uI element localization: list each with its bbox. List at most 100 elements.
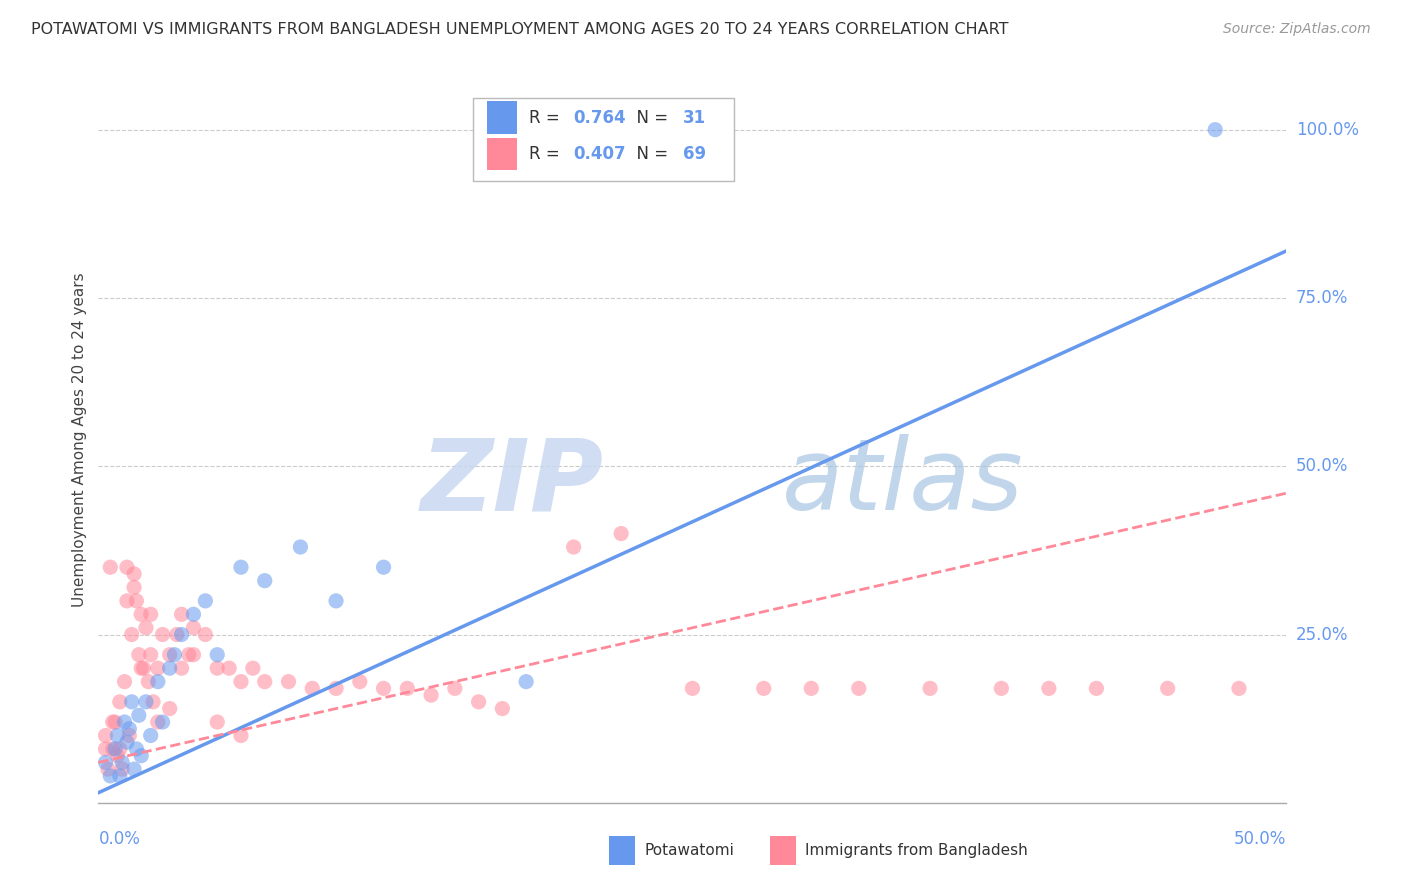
Point: [122, 762, 145, 776]
Point: [163, 648, 186, 662]
Point: [373, 681, 395, 696]
Point: [515, 674, 537, 689]
Point: [94, 756, 117, 770]
Point: [325, 594, 347, 608]
Point: [159, 648, 181, 662]
Point: [301, 681, 323, 696]
Point: [152, 627, 174, 641]
Point: [170, 661, 193, 675]
Point: [129, 748, 152, 763]
Point: [111, 762, 134, 776]
Point: [139, 648, 162, 662]
Point: [114, 674, 136, 689]
Bar: [609, 836, 636, 864]
Text: 100.0%: 100.0%: [1296, 120, 1360, 138]
Bar: [486, 137, 516, 170]
Point: [139, 729, 162, 743]
Point: [146, 714, 169, 729]
Point: [990, 681, 1012, 696]
Text: N =: N =: [626, 109, 673, 127]
Point: [1227, 681, 1250, 696]
Point: [108, 695, 131, 709]
Point: [207, 714, 229, 729]
Point: [1085, 681, 1108, 696]
Text: Immigrants from Bangladesh: Immigrants from Bangladesh: [806, 843, 1028, 857]
Point: [396, 681, 419, 696]
Point: [229, 729, 252, 743]
Point: [183, 621, 205, 635]
Point: [98, 560, 121, 574]
Point: [166, 627, 188, 641]
Point: [135, 621, 157, 635]
Point: [98, 769, 121, 783]
Bar: [769, 836, 796, 864]
Point: [125, 594, 148, 608]
Point: [122, 566, 145, 581]
Point: [115, 560, 138, 574]
Point: [325, 681, 347, 696]
Point: [111, 756, 134, 770]
Point: [373, 560, 395, 574]
Point: [136, 674, 159, 689]
Text: Source: ZipAtlas.com: Source: ZipAtlas.com: [1223, 22, 1371, 37]
Point: [129, 661, 152, 675]
Text: Potawatomi: Potawatomi: [645, 843, 735, 857]
Point: [125, 742, 148, 756]
Point: [107, 729, 129, 743]
Point: [920, 681, 942, 696]
Text: R =: R =: [529, 145, 564, 163]
Point: [170, 607, 193, 622]
Point: [1204, 122, 1226, 136]
Point: [104, 742, 127, 756]
Bar: [472, 97, 734, 181]
Point: [159, 701, 181, 715]
Point: [562, 540, 585, 554]
Point: [101, 742, 124, 756]
Point: [467, 695, 489, 709]
Text: POTAWATOMI VS IMMIGRANTS FROM BANGLADESH UNEMPLOYMENT AMONG AGES 20 TO 24 YEARS : POTAWATOMI VS IMMIGRANTS FROM BANGLADESH…: [31, 22, 1008, 37]
Point: [610, 526, 633, 541]
Y-axis label: Unemployment Among Ages 20 to 24 years: Unemployment Among Ages 20 to 24 years: [72, 272, 87, 607]
Point: [194, 594, 217, 608]
Point: [253, 574, 276, 588]
Point: [229, 560, 252, 574]
Point: [218, 661, 240, 675]
Point: [229, 674, 252, 689]
Point: [146, 661, 169, 675]
Point: [118, 722, 141, 736]
Point: [277, 674, 299, 689]
Text: 0.0%: 0.0%: [98, 830, 141, 847]
Point: [290, 540, 312, 554]
Point: [104, 714, 127, 729]
Text: R =: R =: [529, 109, 564, 127]
Text: N =: N =: [626, 145, 673, 163]
Point: [848, 681, 870, 696]
Text: atlas: atlas: [782, 434, 1024, 532]
Text: 50.0%: 50.0%: [1234, 830, 1286, 847]
Point: [108, 742, 131, 756]
Point: [349, 674, 371, 689]
Text: 25.0%: 25.0%: [1296, 625, 1348, 643]
Point: [135, 695, 157, 709]
Text: ZIP: ZIP: [420, 434, 603, 532]
Point: [97, 762, 120, 776]
Point: [107, 748, 129, 763]
Point: [101, 714, 124, 729]
Point: [139, 607, 162, 622]
Point: [194, 627, 217, 641]
Point: [94, 729, 117, 743]
Point: [94, 742, 117, 756]
Point: [242, 661, 264, 675]
Point: [142, 695, 165, 709]
Point: [128, 708, 150, 723]
Point: [207, 648, 229, 662]
Point: [491, 701, 513, 715]
Point: [1156, 681, 1178, 696]
Point: [183, 607, 205, 622]
Point: [118, 729, 141, 743]
Point: [1038, 681, 1060, 696]
Point: [152, 714, 174, 729]
Point: [800, 681, 823, 696]
Point: [115, 594, 138, 608]
Point: [752, 681, 775, 696]
